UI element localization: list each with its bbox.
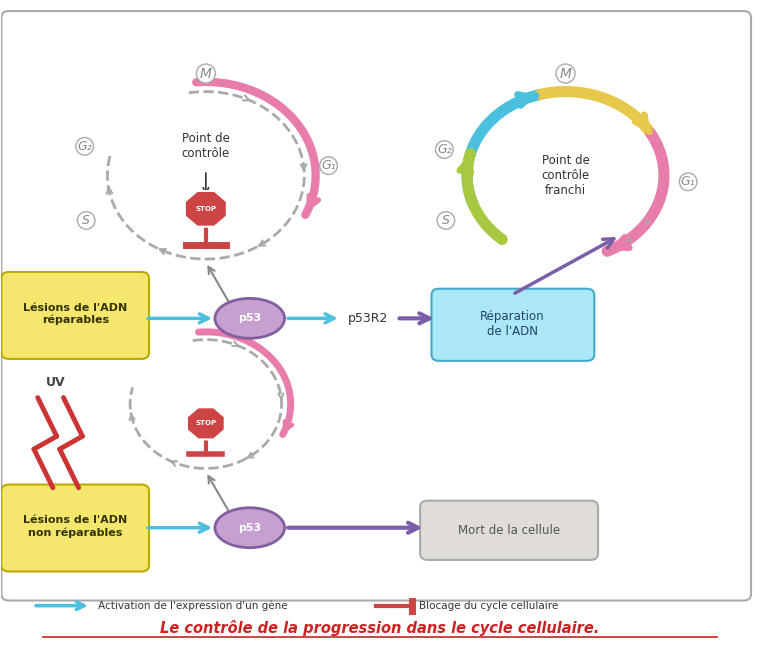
Polygon shape — [185, 191, 226, 226]
Text: p53: p53 — [238, 313, 261, 324]
Text: S: S — [82, 214, 90, 227]
Text: p53R2: p53R2 — [347, 312, 388, 325]
Text: G₂: G₂ — [437, 143, 451, 156]
Text: Lésions de l'ADN
réparables: Lésions de l'ADN réparables — [24, 303, 128, 325]
Text: S: S — [442, 214, 450, 227]
Text: UV: UV — [46, 377, 65, 389]
Text: Activation de l'expression d'un gène: Activation de l'expression d'un gène — [98, 600, 288, 611]
Text: G₁: G₁ — [681, 175, 695, 188]
Text: G₂: G₂ — [78, 140, 92, 153]
Text: Le contrôle de la progression dans le cycle cellulaire.: Le contrôle de la progression dans le cy… — [160, 620, 600, 635]
FancyBboxPatch shape — [2, 485, 149, 571]
Polygon shape — [187, 407, 225, 439]
FancyBboxPatch shape — [2, 272, 149, 359]
Text: STOP: STOP — [195, 421, 217, 426]
FancyBboxPatch shape — [420, 501, 598, 560]
Ellipse shape — [215, 298, 284, 338]
Text: p53: p53 — [238, 523, 261, 532]
Text: Blocage du cycle cellulaire: Blocage du cycle cellulaire — [420, 600, 559, 611]
Text: Point de
contrôle
franchi: Point de contrôle franchi — [541, 154, 590, 197]
FancyBboxPatch shape — [432, 289, 594, 361]
Text: G₁: G₁ — [321, 159, 336, 172]
Text: Point de
contrôle: Point de contrôle — [182, 133, 230, 160]
Text: Lésions de l'ADN
non réparables: Lésions de l'ADN non réparables — [24, 515, 128, 538]
Text: STOP: STOP — [195, 206, 217, 212]
Text: Mort de la cellule: Mort de la cellule — [458, 524, 560, 537]
Text: Réparation
de l'ADN: Réparation de l'ADN — [480, 310, 545, 338]
Text: M: M — [559, 67, 572, 80]
Ellipse shape — [215, 508, 284, 548]
Text: M: M — [200, 67, 212, 80]
FancyBboxPatch shape — [2, 11, 751, 600]
